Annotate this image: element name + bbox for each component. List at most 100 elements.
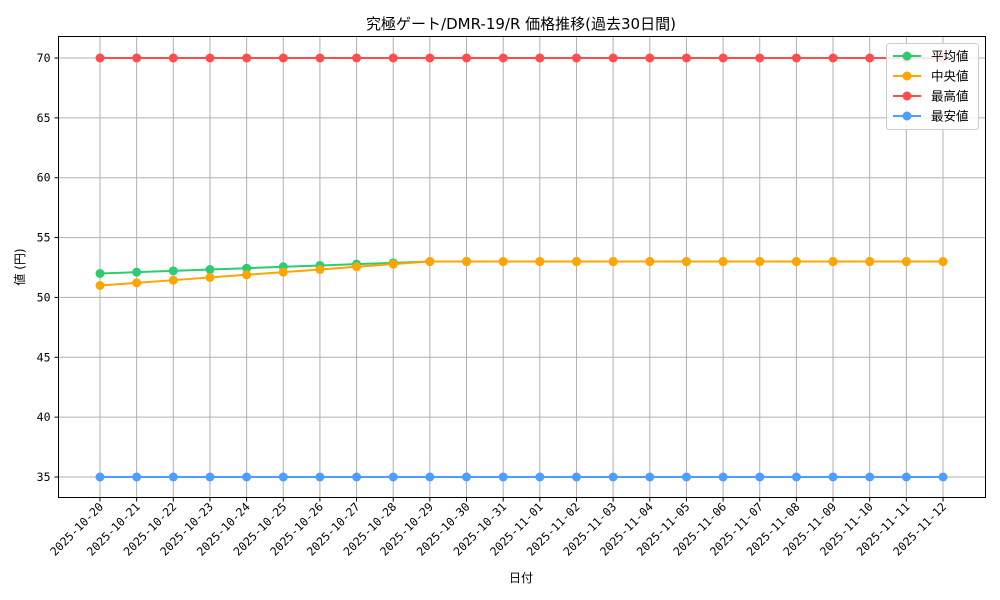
data-point bbox=[132, 472, 142, 482]
data-point bbox=[865, 53, 875, 63]
series-lines bbox=[95, 53, 948, 482]
y-tick-label: 60 bbox=[37, 171, 51, 185]
x-axis-label: 日付 bbox=[509, 571, 533, 585]
y-tick-label: 40 bbox=[37, 410, 51, 424]
data-point bbox=[791, 53, 801, 63]
data-point bbox=[608, 257, 618, 267]
y-axis-label: 値 (円) bbox=[12, 248, 27, 285]
data-point bbox=[242, 263, 252, 273]
data-point bbox=[608, 472, 618, 482]
data-point bbox=[535, 257, 545, 267]
data-point bbox=[388, 53, 398, 63]
x-axis-ticks: 2025-10-202025-10-212025-10-222025-10-23… bbox=[47, 497, 949, 559]
data-point bbox=[352, 472, 362, 482]
data-point bbox=[462, 53, 472, 63]
data-point bbox=[278, 472, 288, 482]
chart-title: 究極ゲート/DMR-19/R 価格推移(過去30日間) bbox=[366, 15, 676, 33]
data-point bbox=[278, 53, 288, 63]
data-point bbox=[828, 53, 838, 63]
data-point bbox=[571, 257, 581, 267]
data-point bbox=[681, 53, 691, 63]
data-point bbox=[718, 472, 728, 482]
data-point bbox=[95, 280, 105, 290]
series-3 bbox=[95, 472, 948, 482]
data-point bbox=[571, 53, 581, 63]
data-point bbox=[132, 278, 142, 288]
data-point bbox=[425, 257, 435, 267]
plot-frame bbox=[58, 36, 986, 498]
data-point bbox=[278, 267, 288, 277]
data-point bbox=[315, 265, 325, 275]
series-line bbox=[99, 260, 943, 287]
data-point bbox=[242, 270, 252, 280]
data-point bbox=[168, 266, 178, 276]
y-tick-label: 35 bbox=[37, 470, 51, 484]
legend-label: 最安値 bbox=[931, 109, 969, 124]
data-point bbox=[755, 257, 765, 267]
y-tick-label: 55 bbox=[37, 231, 51, 245]
data-point bbox=[865, 257, 875, 267]
series-0 bbox=[95, 257, 948, 278]
data-point bbox=[498, 257, 508, 267]
legend-label: 最高値 bbox=[931, 89, 969, 104]
data-point bbox=[865, 472, 875, 482]
data-point bbox=[352, 262, 362, 272]
data-point bbox=[828, 472, 838, 482]
data-point bbox=[901, 257, 911, 267]
legend-marker bbox=[902, 51, 912, 61]
series-1 bbox=[95, 257, 948, 290]
legend-label: 中央値 bbox=[931, 69, 969, 84]
data-point bbox=[425, 472, 435, 482]
data-point bbox=[681, 257, 691, 267]
data-point bbox=[352, 53, 362, 63]
legend-marker bbox=[902, 111, 912, 121]
data-point bbox=[462, 472, 472, 482]
grid-lines bbox=[58, 36, 986, 498]
data-point bbox=[791, 257, 801, 267]
data-point bbox=[205, 265, 215, 275]
data-point bbox=[608, 53, 618, 63]
data-point bbox=[242, 53, 252, 63]
data-point bbox=[95, 472, 105, 482]
legend-box bbox=[886, 43, 979, 130]
y-tick-label: 50 bbox=[37, 290, 51, 304]
data-point bbox=[168, 472, 178, 482]
data-point bbox=[645, 472, 655, 482]
series-line bbox=[99, 260, 943, 275]
data-point bbox=[205, 53, 215, 63]
y-axis-ticks: 35 40 45 50 55 60 65 70 bbox=[37, 51, 59, 484]
data-point bbox=[755, 472, 765, 482]
y-tick-label: 70 bbox=[37, 51, 51, 65]
data-point bbox=[498, 472, 508, 482]
data-point bbox=[425, 53, 435, 63]
data-point bbox=[938, 472, 948, 482]
data-point bbox=[315, 472, 325, 482]
y-tick-label: 65 bbox=[37, 111, 51, 125]
data-point bbox=[388, 472, 398, 482]
data-point bbox=[498, 53, 508, 63]
data-point bbox=[242, 472, 252, 482]
data-point bbox=[718, 257, 728, 267]
data-point bbox=[535, 53, 545, 63]
data-point bbox=[571, 472, 581, 482]
data-point bbox=[755, 53, 765, 63]
legend-label: 平均値 bbox=[931, 49, 969, 64]
data-point bbox=[645, 257, 655, 267]
data-point bbox=[132, 267, 142, 277]
data-point bbox=[95, 268, 105, 278]
data-point bbox=[205, 272, 215, 282]
data-point bbox=[901, 472, 911, 482]
data-point bbox=[95, 53, 105, 63]
y-tick-label: 45 bbox=[37, 350, 51, 364]
legend-marker bbox=[902, 71, 912, 81]
data-point bbox=[645, 53, 655, 63]
data-point bbox=[681, 472, 691, 482]
data-point bbox=[791, 472, 801, 482]
data-point bbox=[462, 257, 472, 267]
data-point bbox=[828, 257, 838, 267]
data-point bbox=[205, 472, 215, 482]
series-2 bbox=[95, 53, 948, 63]
data-point bbox=[938, 257, 948, 267]
